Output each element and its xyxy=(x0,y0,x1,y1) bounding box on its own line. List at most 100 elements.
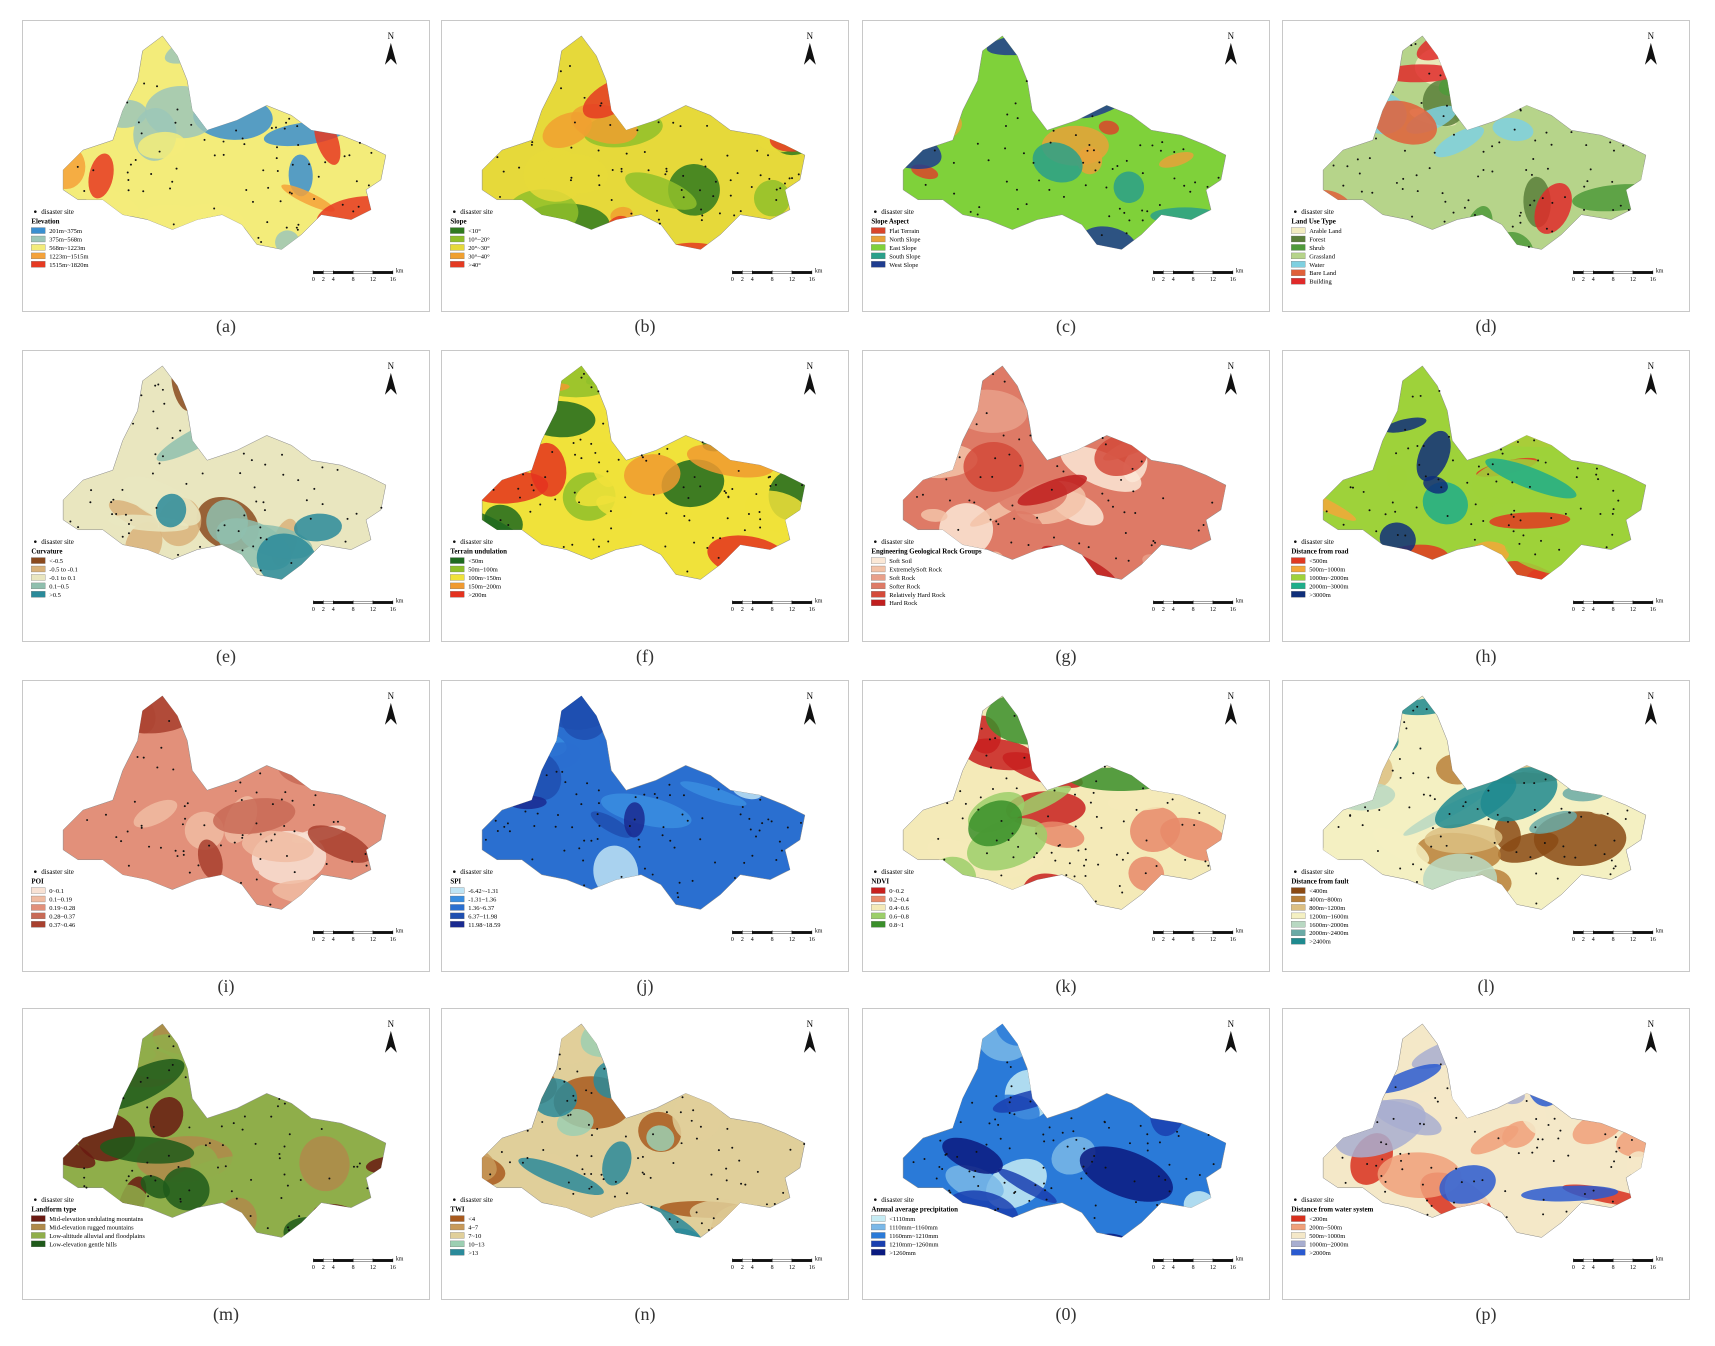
disaster-site xyxy=(1141,172,1144,175)
disaster-site xyxy=(1080,1177,1083,1180)
disaster-site xyxy=(1427,776,1430,779)
scale-label: 4 xyxy=(1172,937,1175,943)
disaster-site xyxy=(216,1166,219,1169)
scale-label: 2 xyxy=(322,607,325,613)
disaster-site xyxy=(1420,868,1423,871)
zone xyxy=(81,396,130,431)
scale-label: 8 xyxy=(352,1265,355,1271)
disaster-site xyxy=(559,70,562,73)
disaster-site xyxy=(1402,177,1405,180)
disaster-site xyxy=(693,541,696,544)
disaster-site xyxy=(1511,225,1514,228)
disaster-site xyxy=(1559,1129,1562,1132)
disaster-site xyxy=(590,386,593,389)
disaster-site xyxy=(121,535,124,538)
zone xyxy=(235,35,275,46)
scale-label: 2 xyxy=(1162,937,1165,943)
scale-label: 4 xyxy=(751,1265,754,1271)
legend-swatch xyxy=(1291,252,1306,260)
disaster-site xyxy=(924,183,927,186)
disaster-site xyxy=(251,200,254,203)
disaster-site xyxy=(1206,185,1209,188)
zone xyxy=(1472,304,1523,311)
scale-label: 0 xyxy=(731,937,734,943)
disaster-site xyxy=(978,206,981,209)
disaster-site xyxy=(542,1148,545,1151)
zone xyxy=(149,1097,184,1138)
zone xyxy=(903,390,945,412)
zone xyxy=(1157,1058,1226,1097)
disaster-site xyxy=(1552,1160,1555,1163)
disaster-site xyxy=(1157,1175,1160,1178)
disaster-site xyxy=(1019,464,1022,467)
disaster-site xyxy=(669,839,672,842)
north-arrow xyxy=(1644,42,1657,65)
disaster-site xyxy=(657,218,660,221)
disaster-site xyxy=(1140,460,1143,463)
scale-label: 0 xyxy=(312,277,315,283)
disaster-site xyxy=(255,878,258,881)
north-label: N xyxy=(1228,691,1235,701)
disaster-site xyxy=(1395,452,1398,455)
disaster-site xyxy=(1567,1154,1570,1157)
zone xyxy=(1517,248,1613,289)
panel-label: (l) xyxy=(1477,976,1495,996)
scale-segment xyxy=(313,931,324,934)
scale-segment xyxy=(1212,1259,1234,1262)
legend-point-label: disaster site xyxy=(881,1196,914,1204)
legend-title: Distance from water system xyxy=(1291,1206,1373,1214)
zone xyxy=(1386,464,1408,492)
disaster-site xyxy=(1008,1112,1011,1114)
disaster-site xyxy=(1453,1201,1456,1204)
disaster-site xyxy=(643,150,646,153)
disaster-site xyxy=(1084,184,1087,187)
north-label: N xyxy=(807,1019,814,1029)
disaster-site xyxy=(688,519,691,522)
disaster-site xyxy=(1211,501,1214,504)
disaster-site xyxy=(1032,161,1035,164)
disaster-site xyxy=(686,819,689,822)
legend-label: 1000m~2000m xyxy=(1309,1241,1348,1248)
disaster-site xyxy=(1072,1130,1075,1133)
scale-label: 16 xyxy=(390,277,396,283)
scale-segment xyxy=(1212,271,1234,274)
north-label: N xyxy=(388,31,395,41)
disaster-site xyxy=(770,820,773,823)
legend-label: South Slope xyxy=(889,253,920,260)
disaster-site xyxy=(1004,124,1007,127)
disaster-site xyxy=(1124,532,1127,535)
disaster-site xyxy=(364,853,367,856)
disaster-site xyxy=(1004,147,1007,150)
disaster-site xyxy=(182,853,185,856)
disaster-site xyxy=(560,87,563,90)
disaster-site xyxy=(355,180,358,183)
disaster-site xyxy=(283,825,286,828)
legend-title: Annual average precipitation xyxy=(871,1206,958,1214)
north-arrow xyxy=(384,702,397,725)
disaster-site xyxy=(134,158,137,161)
disaster-site xyxy=(500,1151,503,1154)
disaster-site xyxy=(156,85,159,88)
legend-swatch xyxy=(871,557,886,564)
scale-unit: km xyxy=(1236,928,1244,934)
legend-label: Shrub xyxy=(1309,245,1324,252)
disaster-site xyxy=(1025,203,1028,206)
disaster-site xyxy=(1038,179,1041,182)
disaster-site xyxy=(759,174,762,177)
legend-label: Softer Rock xyxy=(889,583,921,590)
disaster-site xyxy=(1612,208,1615,211)
disaster-site xyxy=(741,805,744,808)
disaster-site xyxy=(580,376,583,379)
disaster-site xyxy=(1207,864,1210,867)
disaster-site xyxy=(111,513,114,516)
disaster-site xyxy=(597,802,600,805)
disaster-site xyxy=(1419,394,1422,397)
disaster-site xyxy=(223,524,226,527)
disaster-site xyxy=(1476,808,1479,811)
scale-segment xyxy=(323,601,334,604)
disaster-site xyxy=(1044,1189,1047,1192)
disaster-site xyxy=(1023,756,1026,759)
disaster-site xyxy=(717,788,720,791)
zone xyxy=(1283,483,1290,517)
